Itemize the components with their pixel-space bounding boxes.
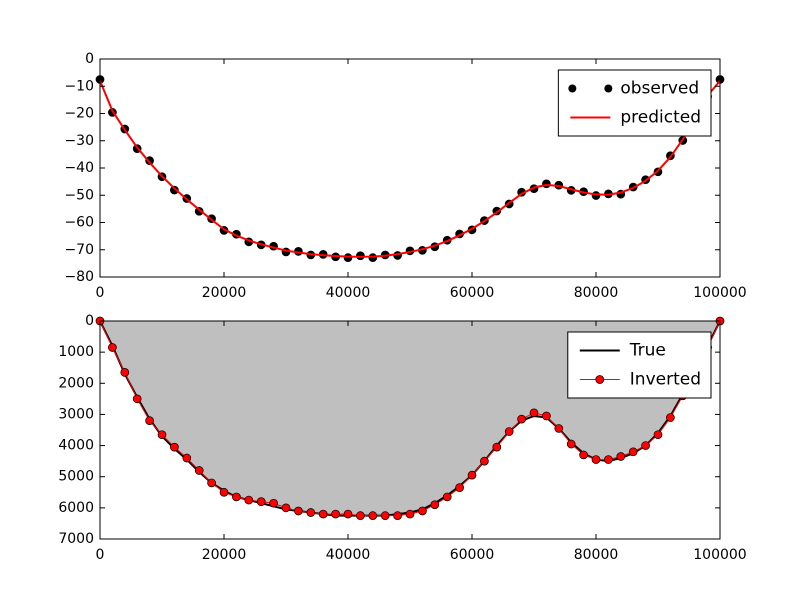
point [467,470,477,480]
axes-frame [99,320,721,540]
x-tick-label: 20000 [202,285,247,301]
y-tick-label: 4000 [58,438,94,454]
point [356,251,365,261]
y-tick-label: −20 [64,106,94,122]
legend-swatch [604,84,613,93]
point [120,368,130,377]
x-tick-label: 80000 [574,285,619,301]
point [368,253,378,263]
y-tick-label: −80 [64,269,94,285]
point [157,430,167,440]
point [455,483,464,492]
point [542,179,551,189]
x-tick-label: 100000 [693,547,746,563]
point [517,414,526,424]
point [219,487,229,497]
x-tick-label: 60000 [450,547,495,563]
y-tick-label: 0 [85,313,94,329]
legend-label: Inverted [630,370,701,390]
point [318,509,328,519]
point [256,497,266,506]
series-line [99,80,721,258]
area [100,321,720,516]
point [343,253,353,263]
point [529,408,539,418]
point [542,411,551,421]
point [170,185,179,195]
x-tick-label: 0 [96,547,105,563]
point [653,430,663,440]
legend-frame [557,69,712,137]
y-tick-label: −70 [64,242,94,258]
x-tick-label: 40000 [326,285,371,301]
x-tick-label: 20000 [202,547,247,563]
legend-label: observed [620,79,699,99]
point [281,503,291,513]
point [145,416,154,426]
point [207,478,216,488]
point [182,453,192,463]
point [641,441,650,450]
y-tick-label: 6000 [58,500,94,516]
point [480,456,489,466]
point [244,495,254,505]
y-tick-label: 1000 [58,344,94,360]
y-tick-label: 5000 [58,469,94,485]
point [504,427,514,436]
point [492,442,502,452]
y-tick-label: 3000 [58,406,94,422]
y-tick-label: 0 [85,51,94,67]
y-tick-label: −60 [64,215,94,231]
y-tick-label: 2000 [58,375,94,391]
y-tick-label: −30 [64,133,94,149]
point [566,439,576,449]
x-tick-label: 0 [96,285,105,301]
x-tick-label: 80000 [574,547,619,563]
legend-label: predicted [620,108,701,128]
point [554,424,564,433]
y-tick-label: 7000 [58,531,94,547]
point [356,511,365,520]
legend-frame [567,331,712,399]
point [591,455,601,464]
point [170,442,179,452]
point [393,511,402,520]
point [579,450,588,460]
point [628,447,638,457]
point [331,509,340,519]
y-tick-label: −10 [64,78,94,94]
point [132,394,142,404]
point [108,343,117,352]
point [418,506,427,516]
x-tick-label: 40000 [326,547,371,563]
point [405,509,415,519]
point [591,191,601,200]
point [194,206,204,216]
point [294,506,303,516]
y-tick-label: −40 [64,160,94,176]
point [616,452,626,461]
legend-swatch [595,375,605,384]
legend-label: True [629,341,666,361]
x-tick-label: 60000 [450,285,495,301]
x-tick-label: 100000 [693,285,746,301]
point [269,498,278,508]
point [368,511,378,520]
point [442,492,452,502]
point [604,455,613,464]
point [232,492,241,502]
point [380,511,390,520]
y-tick-label: −50 [64,187,94,203]
point [666,413,675,422]
point [343,509,353,519]
legend-swatch [568,84,577,93]
point [194,466,204,475]
point [430,500,440,510]
point [306,508,316,517]
